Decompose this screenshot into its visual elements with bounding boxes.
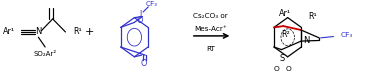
Text: N: N bbox=[35, 27, 42, 36]
Text: I: I bbox=[139, 10, 141, 19]
Text: O: O bbox=[137, 16, 143, 25]
Text: CF₃: CF₃ bbox=[146, 1, 158, 7]
Text: +: + bbox=[85, 27, 94, 37]
Text: RT: RT bbox=[206, 46, 215, 52]
Text: N: N bbox=[303, 36, 310, 45]
Text: Mes-Acr⁺: Mes-Acr⁺ bbox=[194, 26, 227, 32]
Text: Ar¹: Ar¹ bbox=[279, 9, 291, 18]
Text: O: O bbox=[140, 58, 147, 68]
Text: Ar¹: Ar¹ bbox=[3, 27, 15, 36]
Text: R¹: R¹ bbox=[73, 27, 82, 36]
Text: SO₂Ar²: SO₂Ar² bbox=[34, 51, 57, 57]
Text: O: O bbox=[285, 66, 291, 72]
Text: O: O bbox=[273, 66, 279, 72]
Text: Cs₂CO₃ or: Cs₂CO₃ or bbox=[194, 13, 228, 19]
Text: S: S bbox=[280, 54, 285, 63]
Text: R²: R² bbox=[281, 30, 290, 39]
Text: R¹: R¹ bbox=[308, 12, 317, 21]
Text: CF₃: CF₃ bbox=[341, 32, 353, 38]
